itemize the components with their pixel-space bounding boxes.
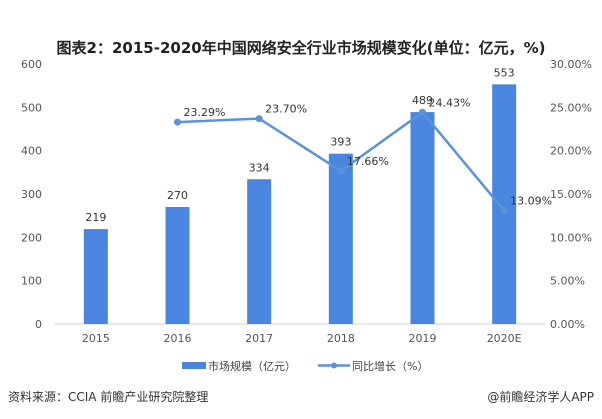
y-left-tick-label: 600 xyxy=(21,58,42,71)
growth-point xyxy=(255,115,263,123)
y-right-tick-label: 5.00% xyxy=(550,275,585,288)
growth-value-label: 23.70% xyxy=(265,103,307,116)
y-right-tick-label: 15.00% xyxy=(550,188,592,201)
x-tick-label: 2018 xyxy=(327,332,355,345)
legend-bar-label: 市场规模（亿元） xyxy=(208,359,296,373)
legend-line-marker xyxy=(331,362,337,369)
x-tick-label: 2017 xyxy=(245,332,273,345)
growth-value-label: 17.66% xyxy=(347,155,389,168)
x-tick-label: 2016 xyxy=(164,332,192,345)
growth-point xyxy=(500,207,508,215)
bar xyxy=(165,207,190,324)
bar xyxy=(247,179,272,324)
bar-value-label: 219 xyxy=(85,211,106,224)
y-left-tick-label: 100 xyxy=(21,275,42,288)
y-left-tick-label: 0 xyxy=(35,318,42,331)
growth-point xyxy=(337,167,345,175)
x-tick-label: 2015 xyxy=(82,332,110,345)
y-right-tick-label: 10.00% xyxy=(550,231,592,244)
bar-value-label: 489 xyxy=(412,94,433,107)
brand-credit: @前瞻经济学人APP xyxy=(487,390,594,404)
y-right-tick-label: 30.00% xyxy=(550,58,592,71)
bar-value-label: 393 xyxy=(330,136,351,149)
bar-value-label: 334 xyxy=(249,161,270,174)
growth-point xyxy=(174,118,181,126)
x-tick-label: 2020E xyxy=(487,332,522,345)
chart-title: 图表2：2015-2020年中国网络安全行业市场规模变化(单位：亿元，%) xyxy=(56,39,546,57)
growth-value-label: 13.09% xyxy=(510,195,552,208)
growth-value-label: 23.29% xyxy=(184,106,226,119)
bar xyxy=(328,153,353,324)
y-right-tick-label: 25.00% xyxy=(550,101,592,114)
growth-point xyxy=(419,108,426,116)
bar-value-label: 553 xyxy=(494,66,515,79)
source-note: 资料来源：CCIA 前瞻产业研究院整理 xyxy=(8,390,209,404)
y-right-tick-label: 0.00% xyxy=(550,318,585,331)
y-left-tick-label: 400 xyxy=(21,145,42,158)
bar-value-label: 270 xyxy=(167,189,188,202)
bar xyxy=(83,229,108,324)
legend-bar-swatch xyxy=(182,362,206,369)
x-tick-label: 2019 xyxy=(409,332,437,345)
growth-value-label: 24.43% xyxy=(429,96,471,109)
y-left-tick-label: 300 xyxy=(21,188,42,201)
y-right-tick-label: 20.00% xyxy=(550,145,592,158)
bar xyxy=(410,112,435,324)
legend-line-label: 同比增长（%） xyxy=(352,359,428,373)
y-left-tick-label: 200 xyxy=(21,231,42,244)
y-left-tick-label: 500 xyxy=(21,101,42,114)
bar xyxy=(492,84,517,324)
